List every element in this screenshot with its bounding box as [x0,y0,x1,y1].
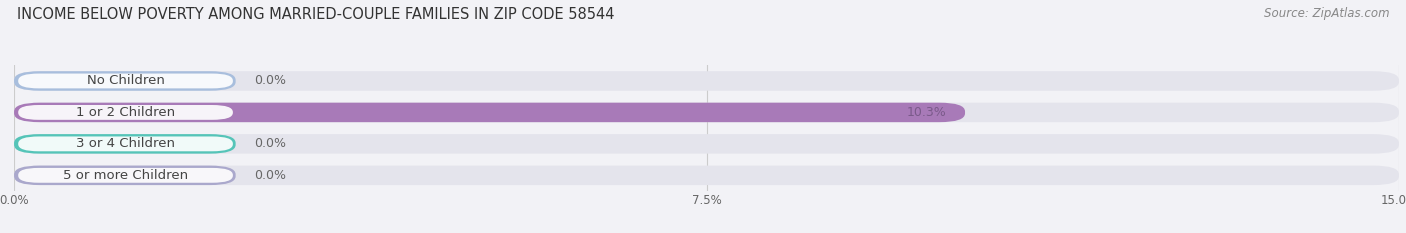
FancyBboxPatch shape [14,71,1399,91]
FancyBboxPatch shape [18,137,233,151]
FancyBboxPatch shape [14,103,1399,122]
FancyBboxPatch shape [14,134,236,154]
Text: 1 or 2 Children: 1 or 2 Children [76,106,176,119]
FancyBboxPatch shape [14,166,1399,185]
FancyBboxPatch shape [14,166,236,185]
Text: INCOME BELOW POVERTY AMONG MARRIED-COUPLE FAMILIES IN ZIP CODE 58544: INCOME BELOW POVERTY AMONG MARRIED-COUPL… [17,7,614,22]
FancyBboxPatch shape [14,71,236,91]
Text: 10.3%: 10.3% [907,106,946,119]
Text: No Children: No Children [87,75,165,87]
FancyBboxPatch shape [18,105,233,120]
FancyBboxPatch shape [18,74,233,88]
Text: Source: ZipAtlas.com: Source: ZipAtlas.com [1264,7,1389,20]
Text: 0.0%: 0.0% [254,75,285,87]
Text: 0.0%: 0.0% [254,137,285,150]
FancyBboxPatch shape [18,168,233,183]
Text: 3 or 4 Children: 3 or 4 Children [76,137,174,150]
Text: 5 or more Children: 5 or more Children [63,169,188,182]
Text: 0.0%: 0.0% [254,169,285,182]
FancyBboxPatch shape [14,134,1399,154]
FancyBboxPatch shape [14,103,965,122]
